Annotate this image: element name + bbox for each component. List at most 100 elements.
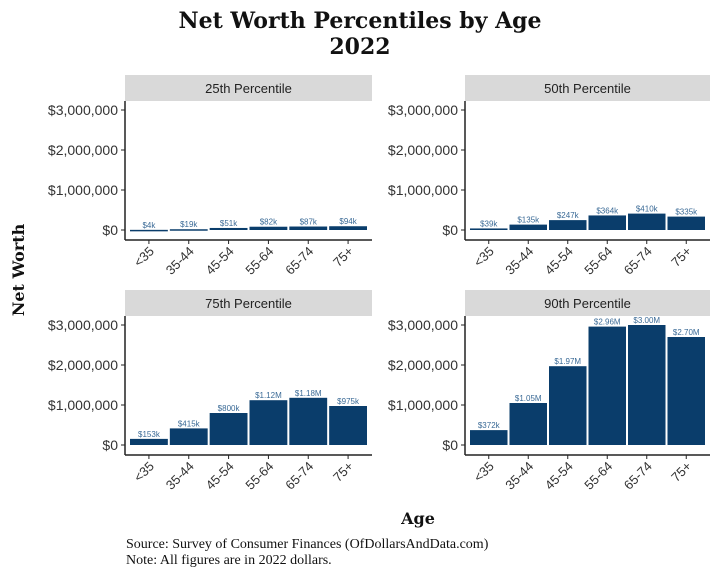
x-tick-label: 65-74 [282, 459, 316, 493]
bar [209, 413, 248, 445]
y-tick-label: $1,000,000 [388, 182, 458, 198]
bar [667, 216, 705, 230]
y-tick-label: $3,000,000 [48, 102, 118, 118]
data-label: $800k [218, 404, 241, 413]
bar [249, 400, 288, 445]
x-tick-label: 45-54 [542, 459, 576, 493]
facet-title: 25th Percentile [205, 81, 292, 96]
y-tick-label: $1,000,000 [388, 397, 458, 413]
data-label: $39k [480, 219, 498, 228]
x-tick-label: 75+ [330, 459, 356, 485]
facet-strip [125, 290, 372, 316]
bar [249, 226, 288, 230]
y-tick-label: $3,000,000 [48, 317, 118, 333]
x-tick-label: 65-74 [282, 244, 316, 278]
bar [470, 430, 508, 445]
x-tick-label: <35 [131, 459, 157, 485]
x-tick-label: 35-44 [502, 244, 536, 278]
data-label: $2.96M [594, 318, 621, 327]
data-label: $415k [178, 419, 201, 428]
x-tick-label: 35-44 [163, 244, 197, 278]
x-tick-label: 35-44 [502, 459, 536, 493]
bar [588, 326, 626, 445]
facet-title: 90th Percentile [544, 296, 631, 311]
bar [549, 366, 587, 445]
source-note: Source: Survey of Consumer Finances (OfD… [126, 537, 489, 552]
y-tick-label: $2,000,000 [388, 142, 458, 158]
chart-subtitle: 2022 [329, 34, 391, 60]
x-tick-label: <35 [471, 459, 497, 485]
x-tick-label: 45-54 [542, 244, 576, 278]
facet-title: 75th Percentile [205, 296, 292, 311]
y-tick-label: $0 [442, 222, 458, 238]
bar [289, 226, 328, 230]
x-tick-label: 35-44 [163, 459, 197, 493]
x-tick-label: 75+ [668, 459, 694, 485]
data-label: $94k [339, 217, 357, 226]
dollars-note: Note: All figures are in 2022 dollars. [126, 553, 332, 568]
bar [509, 224, 547, 230]
bar [329, 226, 367, 230]
data-label: $975k [337, 397, 360, 406]
data-label: $3.00M [633, 316, 660, 325]
bar [130, 438, 168, 445]
x-tick-label: 65-74 [621, 459, 655, 493]
data-label: $87k [300, 218, 318, 227]
bar [169, 428, 208, 445]
x-tick-label: 75+ [330, 244, 356, 270]
chart-title: Net Worth Percentiles by Age [178, 8, 542, 34]
x-tick-label: 45-54 [203, 459, 237, 493]
y-tick-label: $0 [102, 437, 118, 453]
bar [588, 215, 626, 230]
bar [329, 406, 367, 445]
y-axis-title: Net Worth [9, 223, 28, 316]
bar [667, 337, 705, 445]
data-label: $247k [557, 211, 580, 220]
bar [169, 229, 208, 231]
data-label: $410k [636, 205, 659, 214]
bar [628, 325, 666, 445]
x-tick-label: 65-74 [621, 244, 655, 278]
bar [628, 213, 666, 230]
bar [209, 227, 248, 230]
y-tick-label: $1,000,000 [48, 397, 118, 413]
data-label: $1.18M [295, 389, 322, 398]
x-tick-label: 75+ [668, 244, 694, 270]
facet-strip [465, 75, 710, 101]
data-label: $364k [596, 206, 619, 215]
x-tick-label: 55-64 [581, 244, 615, 278]
data-label: $153k [138, 430, 161, 439]
y-tick-label: $0 [442, 437, 458, 453]
y-tick-label: $1,000,000 [48, 182, 118, 198]
y-tick-label: $3,000,000 [388, 102, 458, 118]
data-label: $19k [180, 220, 198, 229]
bar [130, 229, 168, 232]
data-label: $135k [517, 216, 540, 225]
x-tick-label: 55-64 [581, 459, 615, 493]
data-label: $1.12M [255, 391, 282, 400]
facet-title: 50th Percentile [544, 81, 631, 96]
data-label: $372k [478, 421, 501, 430]
x-tick-label: <35 [131, 244, 157, 270]
x-tick-label: 55-64 [242, 459, 276, 493]
facet-strip [125, 75, 372, 101]
data-label: $335k [675, 208, 698, 217]
y-tick-label: $2,000,000 [48, 357, 118, 373]
x-tick-label: <35 [471, 244, 497, 270]
data-label: $82k [260, 218, 278, 227]
x-tick-label: 55-64 [242, 244, 276, 278]
bar [289, 397, 328, 445]
data-label: $1.97M [554, 357, 581, 366]
data-label: $2.70M [673, 328, 700, 337]
bar [509, 403, 547, 445]
x-axis-title: Age [400, 509, 435, 528]
data-label: $1.05M [515, 394, 542, 403]
bar [470, 228, 508, 230]
facet-strip [465, 290, 710, 316]
bar [549, 220, 587, 230]
y-tick-label: $2,000,000 [388, 357, 458, 373]
y-tick-label: $2,000,000 [48, 142, 118, 158]
y-tick-label: $0 [102, 222, 118, 238]
